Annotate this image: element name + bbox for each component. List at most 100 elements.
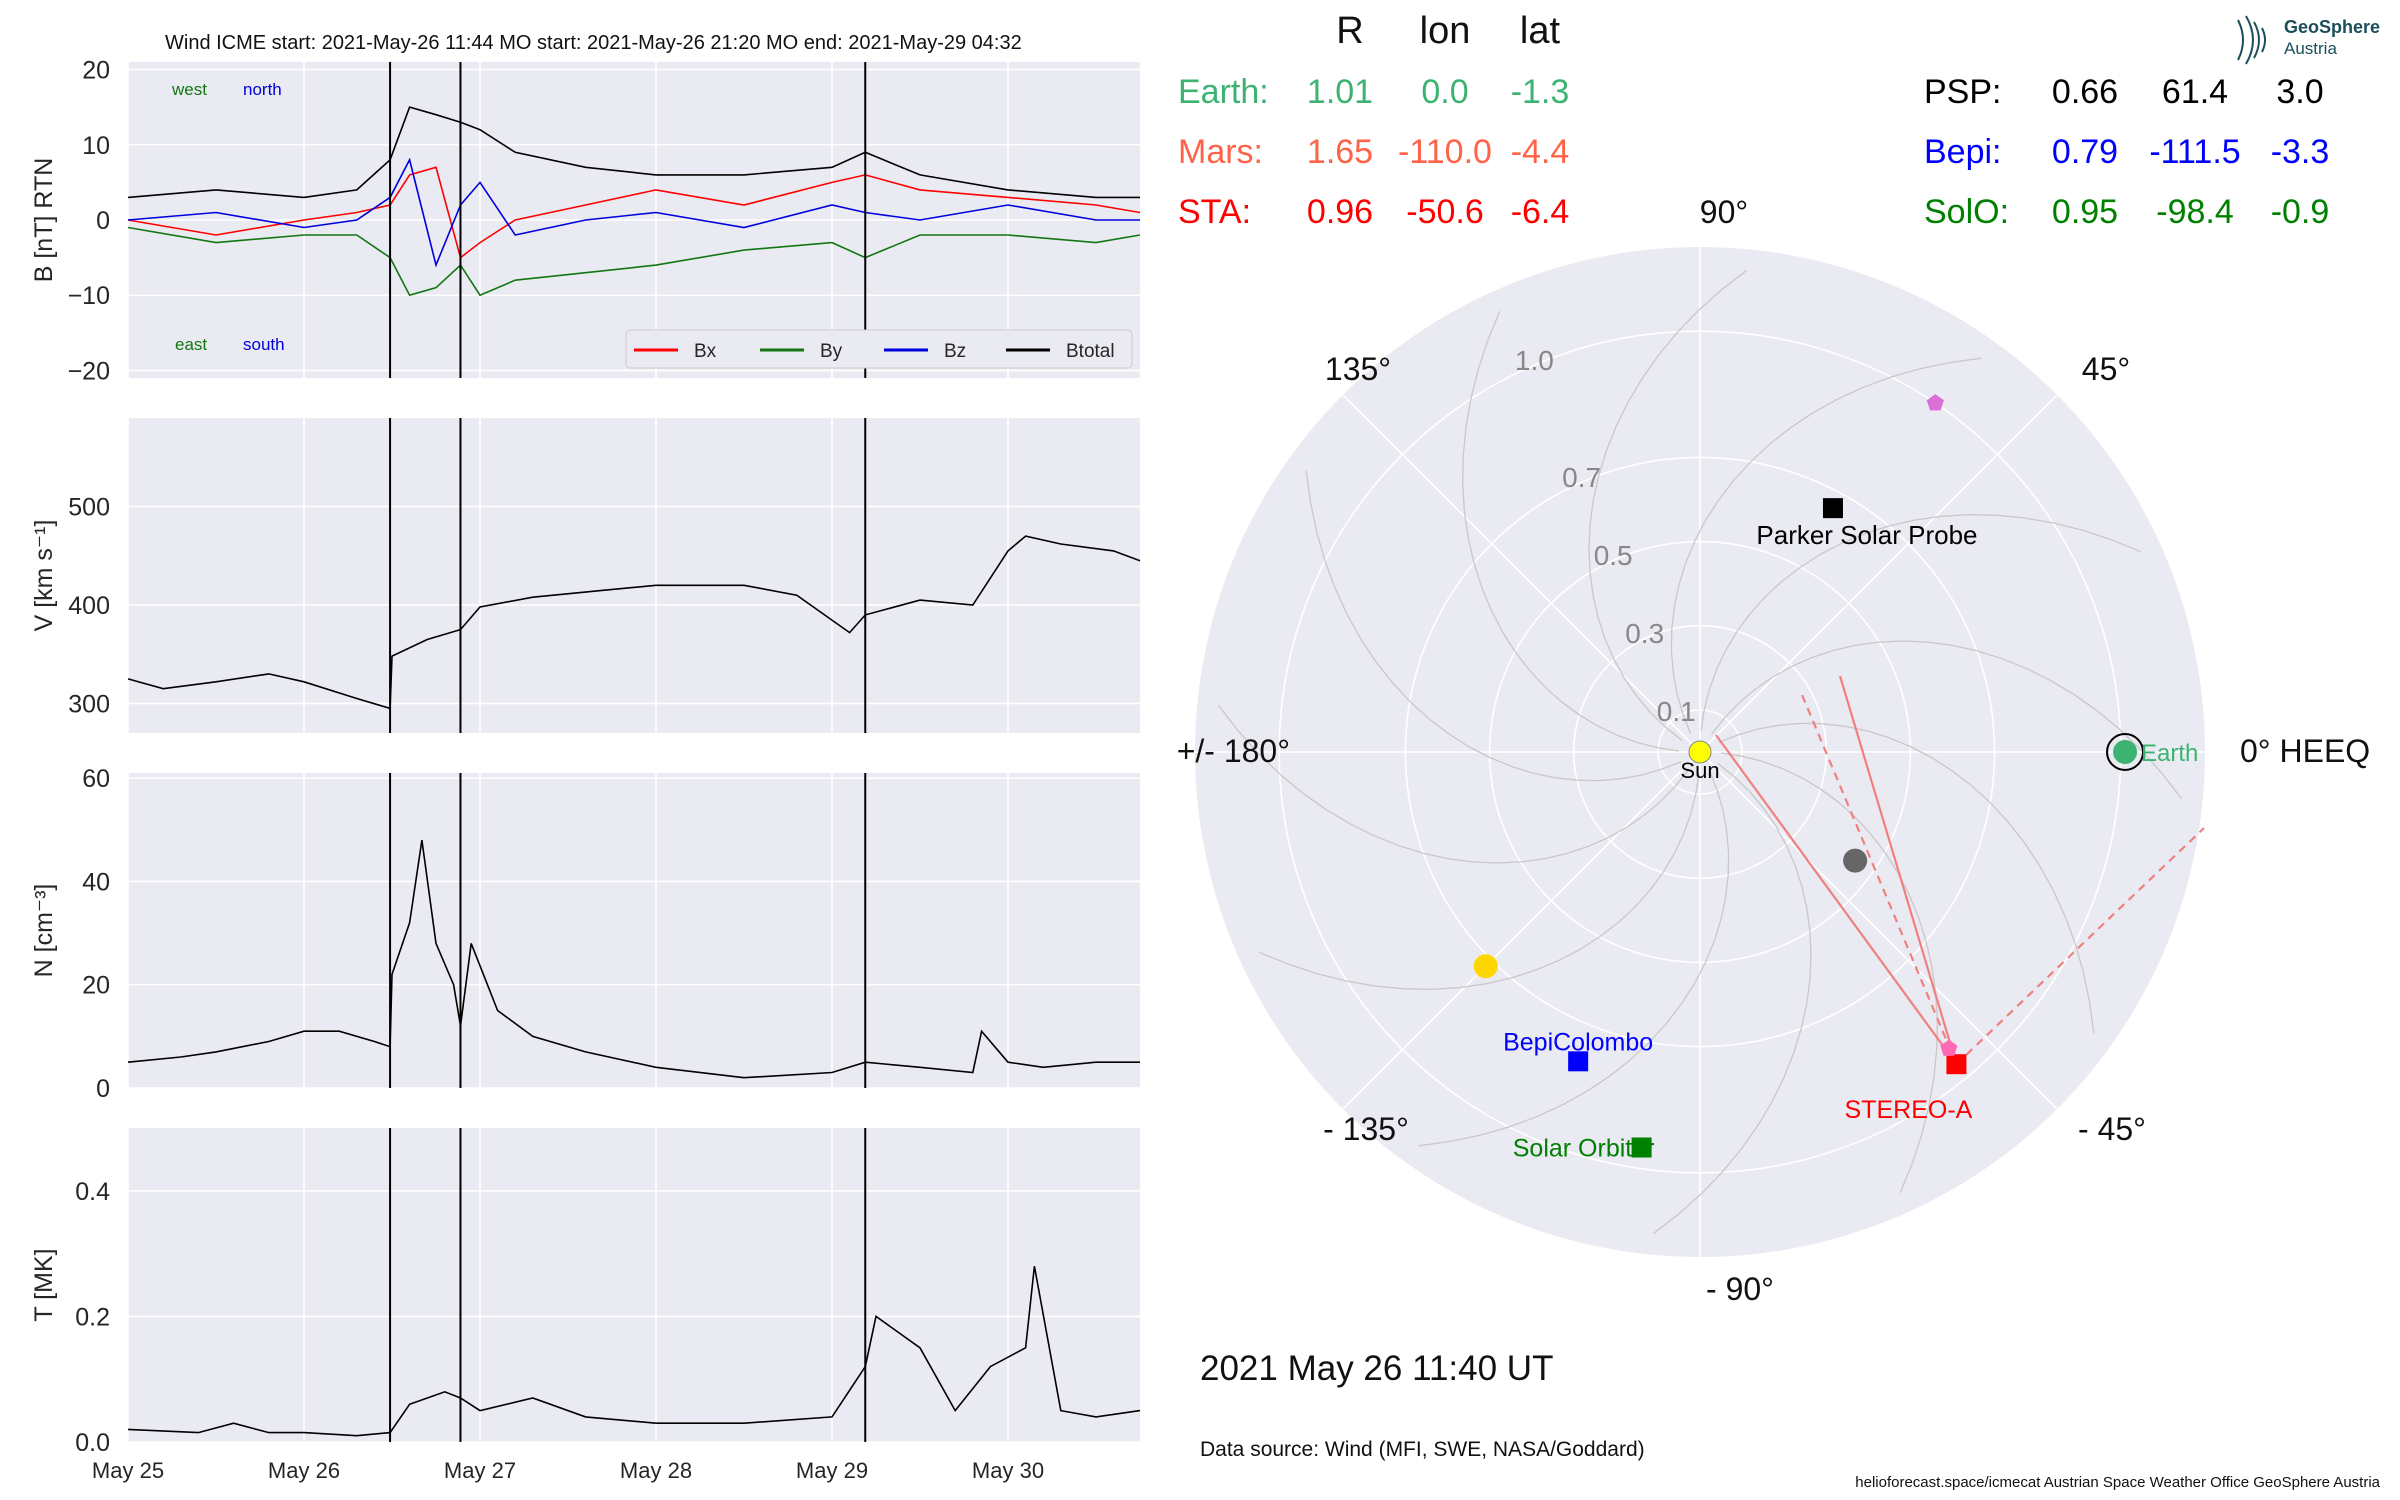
table-cell-r: 0.95 (2052, 193, 2118, 231)
table-header: R (1336, 10, 1363, 52)
table-row-name: PSP: (1924, 73, 2001, 111)
footer-credits: helioforecast.space/icmecat Austrian Spa… (1855, 1474, 2380, 1491)
y-tick-label: 10 (82, 132, 110, 160)
table-cell-lat: -4.4 (1511, 133, 1570, 171)
radial-tick-label: 0.1 (1657, 696, 1696, 727)
angle-label: +/- 180° (1177, 733, 1290, 769)
table-cell-r: 0.96 (1307, 193, 1373, 231)
table-row-name: STA: (1178, 193, 1251, 231)
marker-pentagon-bottom (1940, 1039, 1958, 1056)
table-cell-lat: 3.0 (2276, 73, 2323, 111)
y-tick-label: 20 (82, 57, 110, 85)
parker-spiral-line (1588, 269, 1748, 742)
marker-bepicolombo (1568, 1051, 1589, 1072)
marker-ring-earth (2106, 733, 2145, 771)
table-header: lat (1520, 10, 1561, 52)
parker-spiral-line (1700, 514, 2141, 732)
point-label-bepicolombo: BepiColombo (1503, 1028, 1653, 1056)
y-tick-label: 0.2 (75, 1303, 110, 1331)
angle-label: 45° (2082, 351, 2130, 387)
y-axis-label: B [nT] RTN (30, 158, 58, 283)
marker-mercury (1843, 848, 1868, 873)
x-tick-label: May 25 (92, 1458, 164, 1483)
radial-tick-label: 0.7 (1562, 462, 1601, 493)
stereo-a-fov-ray (1838, 675, 1958, 1065)
point-label-stereo-a: STEREO-A (1845, 1096, 1973, 1124)
angle-spoke (1699, 394, 2058, 753)
parker-spiral-line (1652, 762, 1812, 1235)
table-cell-lat: -0.9 (2271, 193, 2330, 231)
logo-line1: GeoSphere (2284, 17, 2380, 37)
x-tick-label: May 28 (620, 1458, 692, 1483)
x-tick-label: May 29 (796, 1458, 868, 1483)
series-line-bz (127, 157, 1140, 268)
y-axis-label: V [km s⁻¹] (30, 520, 58, 632)
y-tick-label: −10 (68, 282, 110, 310)
marker-sun (1688, 740, 1712, 764)
panel-background (128, 418, 1140, 733)
table-cell-r: 1.65 (1307, 133, 1373, 171)
legend-label-bz: Bz (944, 341, 966, 362)
table-cell-lat: -3.3 (2271, 133, 2330, 171)
y-tick-label: 0 (96, 1075, 110, 1103)
marker-stereo-a (1946, 1054, 1967, 1075)
legend: Bx By Bz Btotal (625, 329, 1133, 369)
legend-label-btotal: Btotal (1066, 341, 1115, 362)
y-tick-label: −20 (68, 357, 110, 385)
parker-spiral-line (1670, 357, 1982, 734)
parker-spiral-line (1418, 770, 1730, 1147)
stereo-a-fov-ray (1955, 827, 2205, 1065)
parker-spiral-line (1720, 752, 1938, 1193)
panel-background (128, 773, 1140, 1088)
table-cell-lon: -50.6 (1406, 193, 1484, 231)
y-tick-label: 40 (82, 868, 110, 896)
logo-mark-icon (2237, 15, 2266, 65)
marker-earth (2113, 740, 2138, 764)
legend-box (625, 329, 1133, 369)
corner-label-east: east (175, 335, 207, 354)
y-tick-label: 0.4 (75, 1178, 110, 1206)
table-header: lon (1420, 10, 1471, 52)
x-tick-label: May 30 (972, 1458, 1044, 1483)
series-line-by (127, 226, 1141, 297)
series-line-btotal (127, 106, 1140, 199)
parker-spiral-line (1462, 311, 1680, 752)
marker-parker-solar-probe (1822, 498, 1843, 519)
polar-plot: 0.1 0.3 0.5 0.7 1.0 0° HEEQ 45° 90° 135° +/- 180°… (1177, 194, 2370, 1307)
marker-solar-orbiter (1631, 1137, 1652, 1158)
radial-tick-label: 0.5 (1594, 540, 1633, 571)
logo-line2: Austria (2284, 39, 2337, 58)
corner-label-north: north (243, 80, 282, 99)
legend-label-bx: Bx (694, 341, 717, 362)
point-label-sun: Sun (1680, 758, 1719, 783)
angle-label: - 90° (1706, 1271, 1774, 1307)
series-line-density (127, 839, 1140, 1079)
x-tick-label: May 26 (268, 1458, 340, 1483)
radial-tick-label: 1.0 (1515, 345, 1554, 376)
panel-temperature: 0.4 0.2 0.0 T [MK] (30, 1128, 1141, 1457)
parker-spiral-line (1710, 640, 2183, 800)
x-tick-label: May 27 (444, 1458, 516, 1483)
y-tick-label: 20 (82, 972, 110, 1000)
point-label-earth: Earth (2141, 740, 2198, 767)
parker-spiral-line (1259, 772, 1700, 990)
panel-magnetic_field: 20 10 0 −10 −20 B [nT] RTN (30, 57, 1141, 385)
parker-spiral-line (1217, 704, 1690, 864)
table-cell-r: 1.01 (1307, 73, 1373, 111)
panel-density: 60 40 20 0 N [cm⁻³] (30, 765, 1140, 1103)
series-line-temperature (127, 1266, 1141, 1437)
table-row-name: Mars: (1178, 133, 1263, 171)
table-cell-lon: 0.0 (1421, 73, 1468, 111)
parker-spiral-line (1718, 722, 2095, 1034)
table-cell-r: 0.79 (2052, 133, 2118, 171)
table-cell-r: 0.66 (2052, 73, 2118, 111)
table-cell-lon: 61.4 (2162, 73, 2228, 111)
geosphere-logo: GeoSphere Austria (2237, 15, 2380, 65)
table-row-name: Earth: (1178, 73, 1269, 111)
table-row-name: Bepi: (1924, 133, 2002, 171)
marker-pentagon-top (1926, 394, 1944, 411)
series-line-bx (127, 166, 1141, 259)
table-cell-lon: -111.5 (2149, 133, 2240, 171)
